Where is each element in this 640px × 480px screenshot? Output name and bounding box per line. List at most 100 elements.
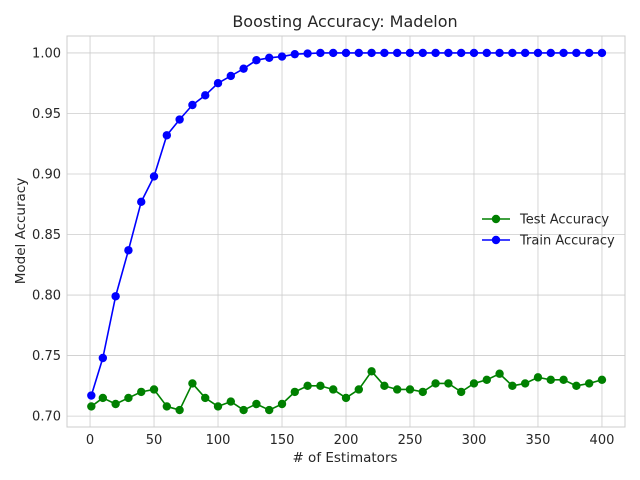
data-point [149,172,159,181]
data-point [149,385,159,394]
legend: Test Accuracy Train Accuracy [482,213,615,249]
x-tick-label: 250 [398,433,423,448]
x-tick-label: 150 [270,433,295,448]
data-point [111,292,120,301]
data-point [367,367,376,376]
data-point [482,375,491,384]
data-point [137,197,146,207]
data-point [354,385,363,394]
x-tick-label: 400 [590,433,615,448]
data-point [162,131,172,140]
data-point [329,385,338,394]
y-tick-labels: 0.70 0.75 0.80 0.85 0.90 0.95 1.00 [32,46,61,424]
legend-item: Test Accuracy [482,213,609,228]
y-axis-label: Model Accuracy [13,178,29,284]
data-point [303,381,312,391]
x-tick-label: 300 [462,433,487,448]
data-point [572,48,581,58]
data-point [495,369,504,378]
legend-item: Train Accuracy [482,234,615,249]
data-point [380,48,389,58]
y-tick-label: 0.85 [32,228,61,243]
series-layer [87,48,607,415]
data-point [584,379,594,388]
data-point [213,402,223,411]
data-point [239,64,248,73]
data-point [546,375,555,384]
data-point [188,100,197,110]
legend-marker [491,235,501,245]
data-point [456,387,466,397]
data-point [341,393,351,403]
data-point [508,48,517,58]
data-point [572,381,581,391]
data-point [380,381,389,391]
data-point [111,399,120,409]
x-tick-label: 200 [334,433,359,448]
data-point [162,402,172,411]
y-tick-label: 0.90 [32,168,61,183]
y-tick-label: 1.00 [32,46,61,61]
plot-frame [66,35,626,428]
x-tick-label: 50 [146,433,163,448]
data-point [405,48,415,58]
data-point [201,393,210,403]
data-point [303,49,312,58]
data-point [559,48,568,58]
data-point [431,48,440,58]
data-point [341,48,351,58]
data-point [431,379,440,388]
x-tick-label: 350 [526,433,551,448]
x-tick-labels: 0 50 100 150 200 250 300 350 400 [86,433,614,448]
data-point [316,381,325,391]
legend-label: Train Accuracy [519,234,615,249]
y-tick-label: 0.95 [32,107,61,122]
data-point [469,48,479,58]
data-point [175,405,184,415]
data-point [87,391,96,400]
y-tick-label: 0.80 [32,289,61,304]
data-point [533,48,543,58]
data-point [277,399,287,409]
data-point [252,56,261,65]
data-point [226,397,236,406]
data-point [533,373,543,382]
data-point [213,79,223,88]
data-point [367,48,376,58]
data-point [316,48,325,58]
x-tick-label: 0 [86,433,94,448]
data-point [597,375,607,384]
series-test-accuracy [87,367,607,415]
data-point [265,405,274,415]
data-point [520,48,530,58]
data-point [226,71,236,81]
data-point [98,353,108,363]
data-point [392,385,402,394]
data-point [456,48,466,58]
data-point [252,399,261,409]
data-point [444,379,453,388]
data-point [584,48,594,58]
data-point [418,48,427,58]
x-tick-label: 100 [206,433,231,448]
y-tick-label: 0.75 [32,349,61,364]
data-point [405,385,415,394]
data-point [175,115,184,124]
data-point [546,48,555,58]
data-point [124,246,133,255]
data-point [137,387,146,397]
x-axis-label: # of Estimators [292,450,397,466]
data-point [87,402,96,411]
data-point [290,49,300,59]
data-point [418,387,427,397]
grid [67,36,625,427]
data-point [239,405,248,415]
data-point [354,48,363,58]
legend-marker [491,214,501,224]
data-point [329,48,338,58]
data-point [597,48,607,58]
legend-label: Test Accuracy [519,213,609,228]
data-point [520,379,530,388]
data-point [392,48,402,58]
